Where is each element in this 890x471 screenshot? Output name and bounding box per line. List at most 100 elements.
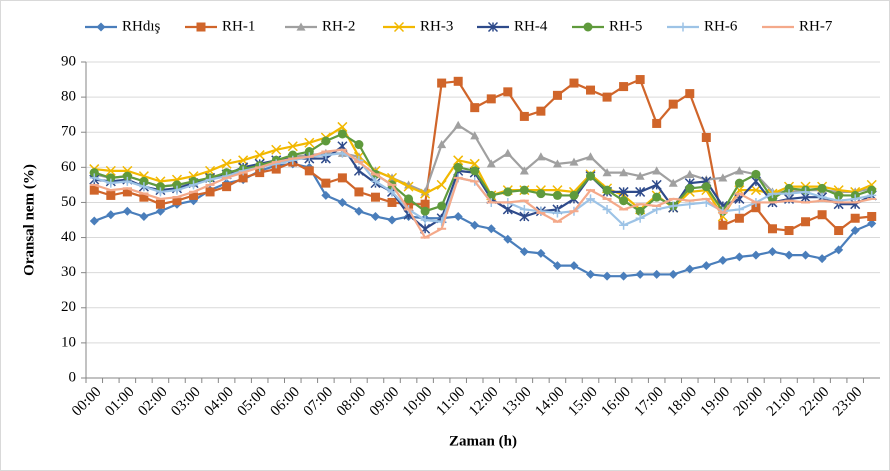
data-point <box>106 210 116 220</box>
data-point <box>784 189 794 199</box>
legend-label: RH-6 <box>704 18 738 34</box>
data-point <box>106 173 116 183</box>
data-point <box>751 250 761 260</box>
data-point <box>172 180 182 190</box>
data-point <box>619 168 629 177</box>
data-point <box>89 168 99 178</box>
data-point <box>89 216 99 226</box>
data-point <box>734 252 744 262</box>
data-point <box>651 179 662 190</box>
data-point <box>370 176 380 186</box>
data-point <box>519 185 529 195</box>
data-point <box>486 94 496 104</box>
data-point <box>552 190 562 200</box>
data-point <box>652 269 662 279</box>
data-point <box>701 261 711 271</box>
data-point <box>552 261 562 271</box>
data-point <box>370 192 380 202</box>
legend-item: RHdış <box>85 18 161 34</box>
data-point <box>353 165 364 176</box>
data-point <box>586 171 596 181</box>
data-point <box>668 99 678 109</box>
legend-label: RH-5 <box>609 18 642 34</box>
y-tick-label: 50 <box>61 194 76 210</box>
data-point <box>172 185 182 195</box>
legend-label: RHdış <box>122 18 161 34</box>
data-point <box>784 226 794 236</box>
data-point <box>139 192 149 202</box>
data-point <box>321 136 331 146</box>
data-point <box>583 22 593 32</box>
data-point <box>296 22 306 31</box>
y-axis-label: Oransal nem (%) <box>21 164 37 276</box>
legend-item: RH-3 <box>383 18 453 34</box>
data-point <box>155 206 165 216</box>
data-point <box>734 166 744 175</box>
data-point <box>404 194 414 204</box>
data-point <box>767 189 777 199</box>
data-point <box>196 22 206 32</box>
y-tick-label: 90 <box>61 53 76 69</box>
data-point <box>354 206 364 216</box>
data-point <box>155 182 165 192</box>
data-point <box>189 190 199 200</box>
data-point <box>321 190 331 200</box>
data-point <box>767 224 777 234</box>
data-point <box>155 187 165 197</box>
data-point <box>685 169 695 178</box>
data-point <box>205 187 215 197</box>
data-point <box>718 220 728 230</box>
data-point <box>420 206 430 216</box>
y-tick-label: 40 <box>61 229 76 245</box>
data-point <box>105 165 116 176</box>
data-point <box>867 219 877 229</box>
data-point <box>453 162 463 172</box>
data-point <box>784 183 794 193</box>
data-point <box>503 187 513 197</box>
data-point <box>850 226 860 236</box>
data-point <box>96 22 106 32</box>
data-point <box>685 264 695 274</box>
data-point <box>106 178 116 188</box>
x-axis-label: Zaman (h) <box>449 433 517 449</box>
data-point <box>619 82 629 92</box>
data-point <box>668 201 678 211</box>
y-tick-label: 20 <box>61 299 76 315</box>
data-point <box>404 199 414 209</box>
data-point <box>387 197 397 207</box>
data-point <box>271 164 281 174</box>
data-point <box>552 159 562 168</box>
data-point <box>470 131 480 140</box>
data-point <box>155 199 165 209</box>
data-point <box>386 172 398 183</box>
data-point <box>487 21 499 33</box>
data-point <box>834 196 844 206</box>
legend-item: RH-6 <box>667 18 738 34</box>
data-point <box>470 166 480 176</box>
data-point <box>751 203 761 213</box>
legend-item: RH-5 <box>572 18 642 34</box>
data-point <box>536 189 546 199</box>
data-point <box>552 208 562 218</box>
data-point <box>387 215 397 225</box>
data-point <box>536 152 546 161</box>
data-point <box>685 89 695 99</box>
legend-item: RH-1 <box>185 18 255 34</box>
data-point <box>586 269 596 279</box>
data-point <box>453 120 463 129</box>
data-point <box>569 190 579 200</box>
data-point <box>586 85 596 95</box>
data-point <box>337 197 347 207</box>
data-point <box>569 157 579 166</box>
data-point <box>867 211 877 221</box>
data-point <box>801 187 811 197</box>
data-point <box>437 140 447 149</box>
data-point <box>486 159 496 168</box>
series <box>89 129 877 216</box>
data-point <box>122 176 132 186</box>
data-point <box>701 132 711 142</box>
data-point <box>519 166 529 175</box>
data-point <box>652 118 662 128</box>
data-point <box>172 196 182 206</box>
data-point <box>635 206 645 216</box>
